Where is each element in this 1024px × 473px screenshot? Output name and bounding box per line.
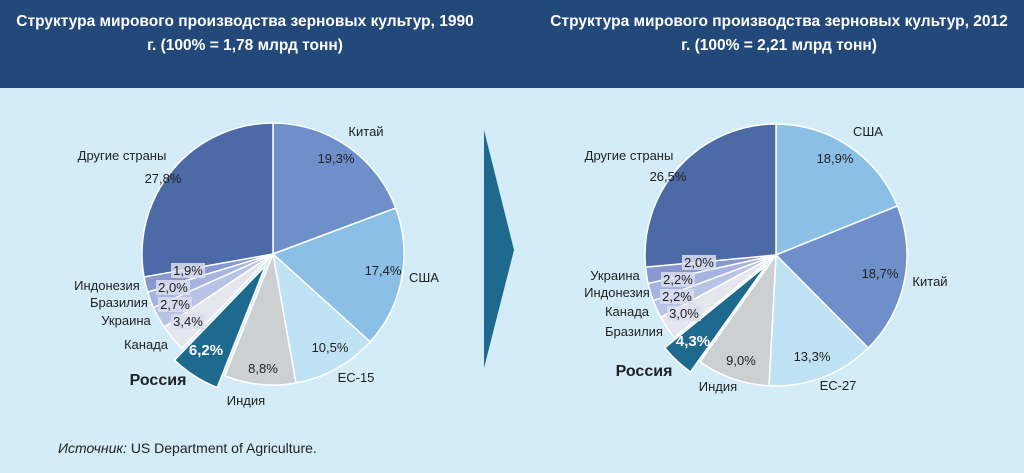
name-label-1990-4: Россия [130, 372, 187, 389]
name-label-1990-8: Индонезия [74, 278, 140, 293]
name-label-2012-2: ЕС-27 [820, 378, 857, 393]
name-label-1990-2: ЕС-15 [338, 370, 375, 385]
slice-2012-3 [699, 252, 777, 387]
pct-label-2012-2: 13,3% [794, 349, 831, 364]
pct-label-1990-9: 27,8% [145, 171, 182, 186]
slice-1990-1 [271, 207, 405, 343]
header-bar [0, 0, 1024, 88]
name-label-2012-9: Другие страны [585, 148, 674, 163]
name-label-2012-4: Россия [616, 363, 673, 380]
slice-2012-4 [663, 264, 768, 374]
pie-chart-2012: 18,9% США 18,7% Китай 13,3% ЕС-27 9,0% Индия 4,3… [584, 123, 948, 394]
pct-label-bg [667, 306, 701, 321]
source-label: Источник: [58, 440, 127, 456]
pct-label-2012-6: 2,2% [662, 289, 692, 304]
slice-1990-3 [223, 251, 297, 386]
pct-label-2012-9: 26,5% [650, 169, 687, 184]
slice-2012-9 [644, 123, 777, 268]
pct-label-bg [682, 255, 716, 270]
name-label-1990-0: Китай [348, 124, 383, 139]
name-label-1990-3: Индия [227, 393, 265, 408]
slice-1990-0 [272, 122, 397, 256]
pct-label-bg [171, 314, 205, 329]
slice-2012-1 [774, 204, 908, 350]
pct-label-1990-2: 10,5% [312, 340, 349, 355]
pct-label-2012-5: 3,0% [669, 306, 699, 321]
pct-label-1990-6: 2,7% [160, 297, 190, 312]
source-text: US Department of Agriculture. [130, 440, 317, 456]
pct-label-bg [158, 297, 192, 312]
name-label-2012-0: США [853, 124, 883, 139]
slice-1990-9 [141, 122, 274, 278]
pct-label-1990-7: 2,0% [158, 280, 188, 295]
pct-label-bg [171, 263, 205, 278]
pct-label-2012-4: 4,3% [676, 333, 710, 350]
pct-label-2012-1: 18,7% [862, 266, 899, 281]
chart-title-2012: Структура мирового производства зерновых… [550, 13, 1008, 54]
name-label-2012-3: Индия [699, 379, 737, 394]
pct-label-bg [156, 280, 190, 295]
pct-label-1990-4: 6,2% [189, 342, 223, 359]
pct-label-2012-7: 2,2% [663, 272, 693, 287]
name-label-2012-8: Украина [590, 268, 640, 283]
pct-label-1990-3: 8,8% [248, 361, 278, 376]
name-label-1990-6: Украина [101, 313, 151, 328]
pct-label-1990-0: 19,3% [318, 151, 355, 166]
slice-1990-2 [271, 251, 372, 384]
name-label-1990-9: Другие страны [78, 148, 167, 163]
pct-label-2012-0: 18,9% [817, 151, 854, 166]
name-label-2012-7: Индонезия [584, 285, 650, 300]
slice-1990-4 [173, 265, 267, 389]
pct-label-bg [660, 289, 694, 304]
pct-label-2012-8: 2,0% [684, 255, 714, 270]
name-label-2012-6: Канада [605, 304, 650, 319]
pct-label-1990-8: 1,9% [173, 263, 203, 278]
chart-title-1990: Структура мирового производства зерновых… [16, 13, 474, 54]
name-label-2012-5: Бразилия [605, 324, 663, 339]
name-label-1990-5: Канада [124, 337, 169, 352]
name-label-1990-7: Бразилия [90, 295, 148, 310]
pct-label-2012-3: 9,0% [726, 353, 756, 368]
pct-label-1990-5: 3,4% [173, 314, 203, 329]
slice-2012-2 [768, 253, 870, 387]
pct-label-1990-1: 17,4% [365, 263, 402, 278]
slice-2012-0 [775, 123, 899, 257]
source-note: Источник: US Department of Agriculture. [58, 440, 317, 456]
name-label-1990-1: США [409, 270, 439, 285]
pie-chart-1990: 19,3% Китай 17,4% США 10,5% ЕС-15 8,8% Индия 6,2… [74, 122, 439, 408]
name-label-2012-1: Китай [912, 274, 947, 289]
transition-arrow [484, 130, 514, 368]
pct-label-bg [661, 272, 695, 287]
